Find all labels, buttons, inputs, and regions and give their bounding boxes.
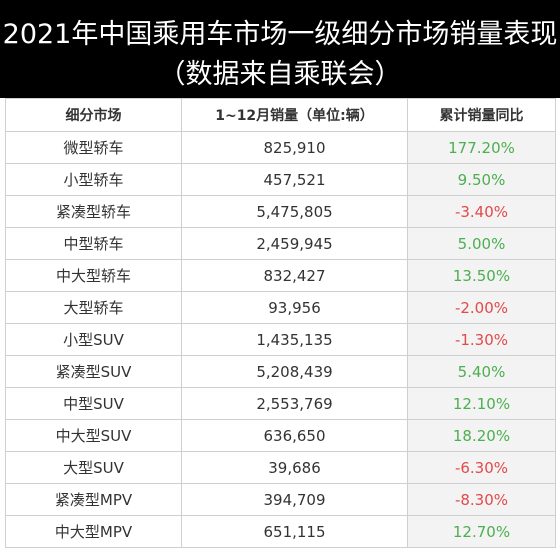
yoy-cell: -3.40%	[407, 195, 556, 228]
table-header-row: 细分市场 1~12月销量（单位:辆） 累计销量同比	[5, 98, 556, 132]
page-subtitle: （数据来自乘联会）	[158, 59, 402, 90]
yoy-cell: 5.40%	[407, 355, 556, 388]
column-header-sales: 1~12月销量（单位:辆）	[181, 98, 408, 132]
segment-cell: 大型轿车	[5, 291, 182, 324]
table-row: 紧凑型轿车 5,475,805 -3.40%	[5, 195, 556, 228]
sales-cell: 825,910	[181, 131, 408, 164]
table-row: 中型SUV 2,553,769 12.10%	[5, 387, 556, 420]
sales-cell: 832,427	[181, 259, 408, 292]
title-banner: 2021年中国乘用车市场一级细分市场销量表现 （数据来自乘联会）	[0, 0, 560, 98]
sales-table: 细分市场 1~12月销量（单位:辆） 累计销量同比 微型轿车 825,910 177…	[5, 98, 556, 548]
sales-cell: 93,956	[181, 291, 408, 324]
table-row: 紧凑型MPV 394,709 -8.30%	[5, 483, 556, 516]
yoy-cell: -1.30%	[407, 323, 556, 356]
table-row: 紧凑型SUV 5,208,439 5.40%	[5, 355, 556, 388]
sales-cell: 457,521	[181, 163, 408, 196]
sales-cell: 5,208,439	[181, 355, 408, 388]
column-header-yoy: 累计销量同比	[407, 98, 556, 132]
sales-cell: 2,459,945	[181, 227, 408, 260]
segment-cell: 中大型SUV	[5, 419, 182, 452]
sales-cell: 5,475,805	[181, 195, 408, 228]
table-row: 小型SUV 1,435,135 -1.30%	[5, 323, 556, 356]
yoy-cell: 12.10%	[407, 387, 556, 420]
table-row: 小型轿车 457,521 9.50%	[5, 163, 556, 196]
sales-cell: 651,115	[181, 515, 408, 548]
yoy-cell: 9.50%	[407, 163, 556, 196]
yoy-cell: -6.30%	[407, 451, 556, 484]
segment-cell: 紧凑型MPV	[5, 483, 182, 516]
yoy-cell: 177.20%	[407, 131, 556, 164]
yoy-cell: -2.00%	[407, 291, 556, 324]
yoy-cell: -8.30%	[407, 483, 556, 516]
column-header-segment: 细分市场	[5, 98, 182, 132]
segment-cell: 紧凑型SUV	[5, 355, 182, 388]
yoy-cell: 13.50%	[407, 259, 556, 292]
sales-cell: 1,435,135	[181, 323, 408, 356]
table-row: 中大型MPV 651,115 12.70%	[5, 515, 556, 548]
segment-cell: 中型SUV	[5, 387, 182, 420]
segment-cell: 紧凑型轿车	[5, 195, 182, 228]
page-title: 2021年中国乘用车市场一级细分市场销量表现	[2, 19, 558, 50]
segment-cell: 中大型轿车	[5, 259, 182, 292]
segment-cell: 中大型MPV	[5, 515, 182, 548]
sales-cell: 39,686	[181, 451, 408, 484]
yoy-cell: 18.20%	[407, 419, 556, 452]
table-row: 微型轿车 825,910 177.20%	[5, 131, 556, 164]
segment-cell: 大型SUV	[5, 451, 182, 484]
table-row: 中大型轿车 832,427 13.50%	[5, 259, 556, 292]
sales-cell: 394,709	[181, 483, 408, 516]
sales-cell: 2,553,769	[181, 387, 408, 420]
table-row: 大型SUV 39,686 -6.30%	[5, 451, 556, 484]
yoy-cell: 5.00%	[407, 227, 556, 260]
table-row: 大型轿车 93,956 -2.00%	[5, 291, 556, 324]
yoy-cell: 12.70%	[407, 515, 556, 548]
segment-cell: 小型SUV	[5, 323, 182, 356]
table-row: 中型轿车 2,459,945 5.00%	[5, 227, 556, 260]
table-row: 中大型SUV 636,650 18.20%	[5, 419, 556, 452]
segment-cell: 微型轿车	[5, 131, 182, 164]
segment-cell: 中型轿车	[5, 227, 182, 260]
sales-cell: 636,650	[181, 419, 408, 452]
segment-cell: 小型轿车	[5, 163, 182, 196]
